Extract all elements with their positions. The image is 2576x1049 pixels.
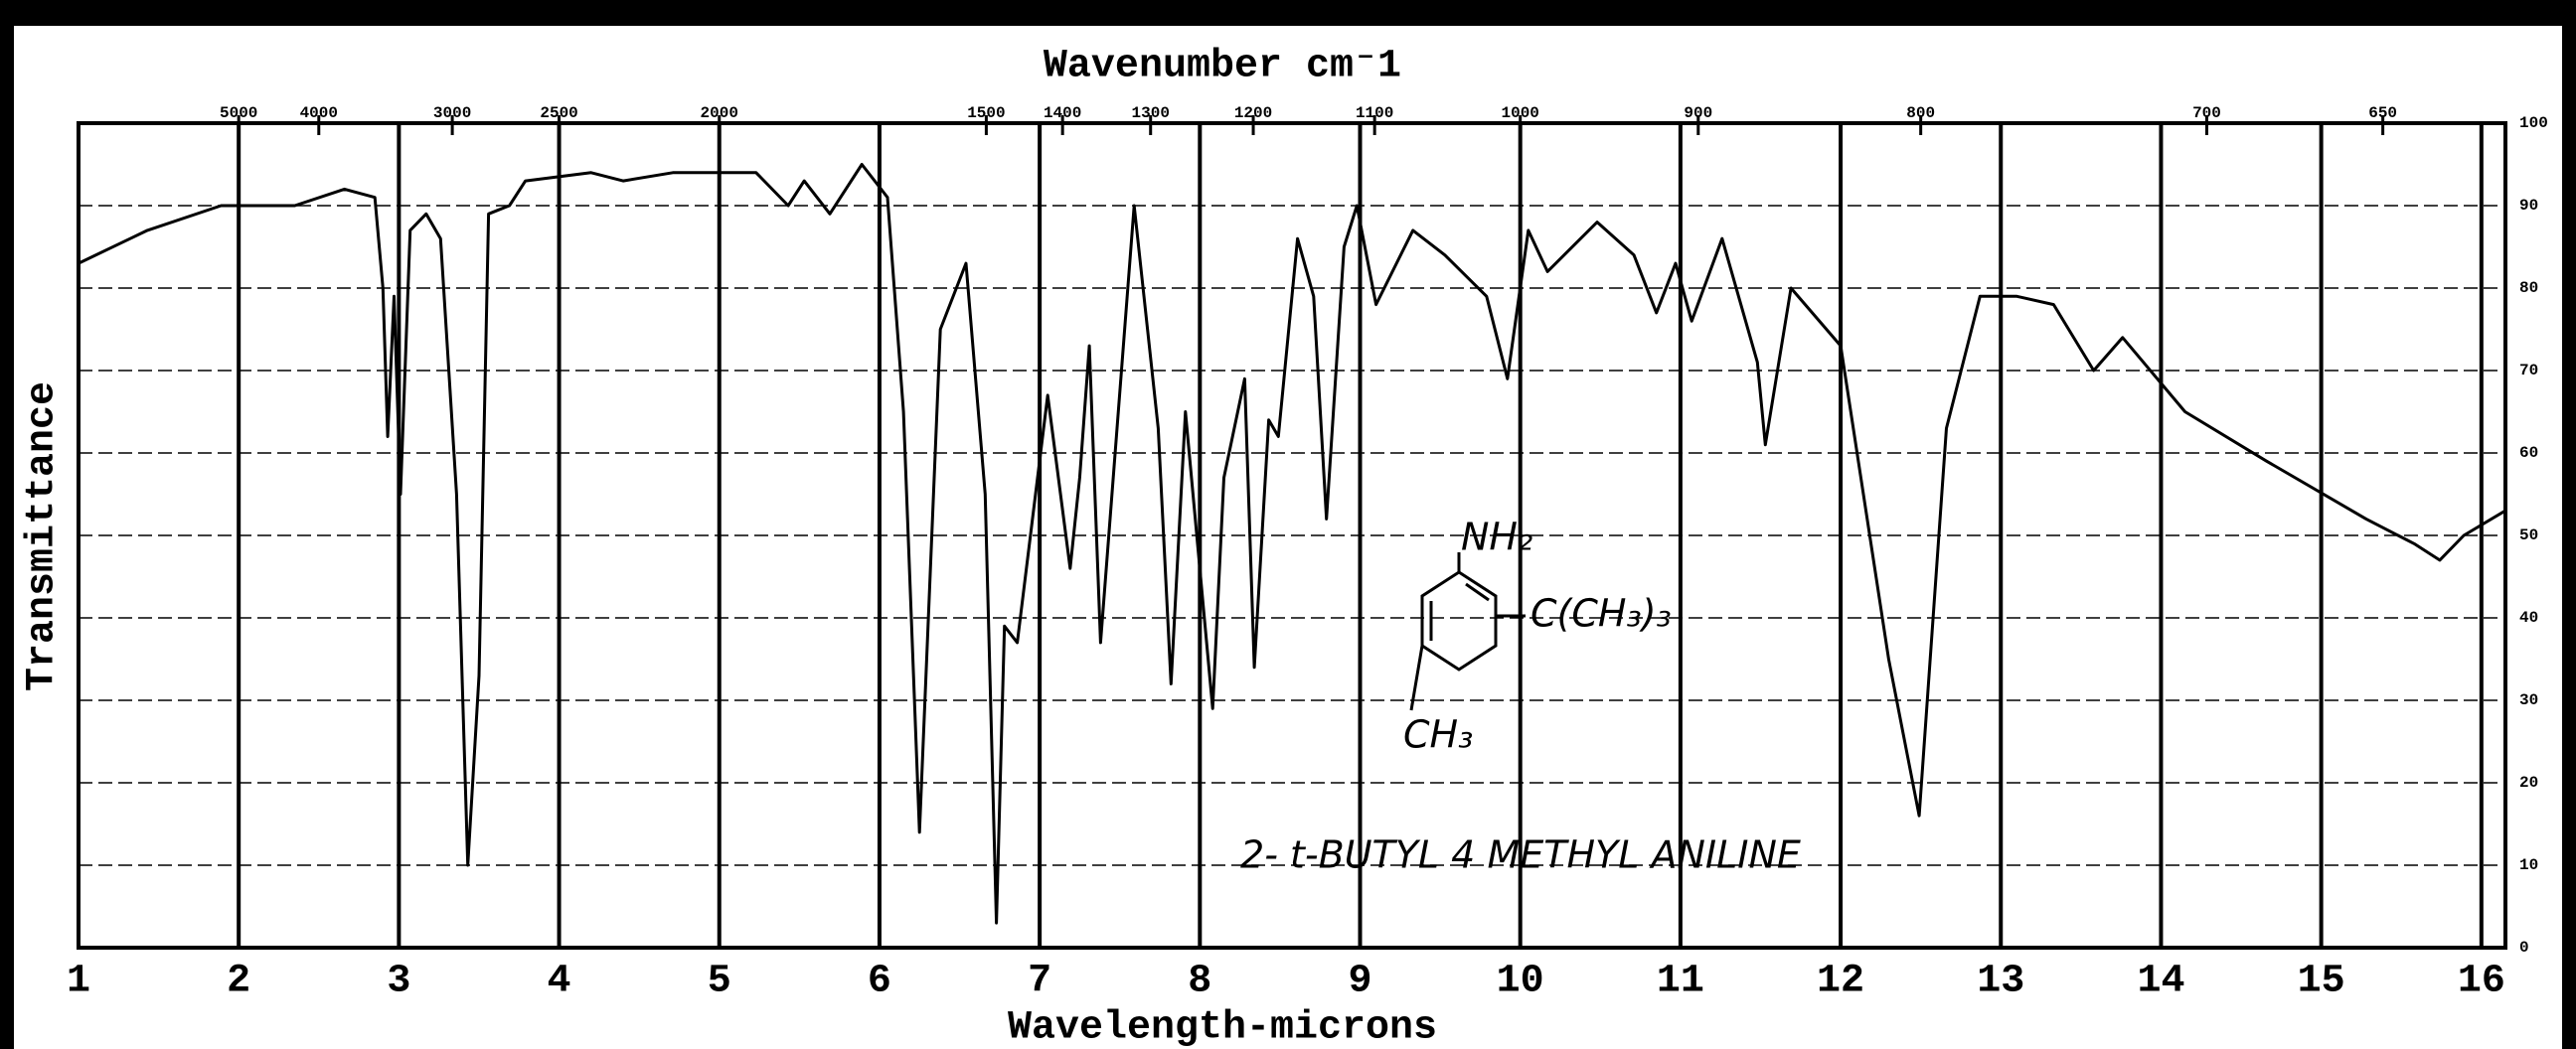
top-tick-label: 1000 bbox=[1501, 104, 1538, 122]
y-tick-label: 20 bbox=[2519, 774, 2538, 792]
top-tick-label: 2000 bbox=[701, 104, 738, 122]
y-tick-label: 0 bbox=[2519, 939, 2529, 957]
y-tick-label: 80 bbox=[2519, 279, 2538, 297]
top-tick-label: 1500 bbox=[967, 104, 1005, 122]
spectrum-line bbox=[78, 163, 2506, 925]
x-tick-label: 9 bbox=[1348, 960, 1371, 1004]
top-tick-label: 650 bbox=[2368, 104, 2397, 122]
structure-label: NH₂ bbox=[1461, 516, 1532, 559]
x-tick-label: 5 bbox=[708, 960, 731, 1004]
paper bbox=[14, 26, 2562, 1049]
y-tick-label: 40 bbox=[2519, 609, 2538, 627]
structure-label: C(CH₃)₃ bbox=[1530, 592, 1672, 636]
x-tick-label: 2 bbox=[227, 960, 250, 1004]
top-tick-label: 5000 bbox=[220, 104, 257, 122]
y-tick-label: 50 bbox=[2519, 526, 2538, 544]
x-tick-label: 15 bbox=[2298, 960, 2345, 1004]
x-tick-label: 10 bbox=[1497, 960, 1544, 1004]
benzene-ring bbox=[1420, 570, 1498, 672]
y-tick-label: 60 bbox=[2519, 444, 2538, 462]
top-tick-label: 1200 bbox=[1234, 104, 1272, 122]
x-tick-label: 14 bbox=[2137, 960, 2184, 1004]
bond bbox=[1409, 645, 1424, 711]
top-tick-label: 3000 bbox=[433, 104, 471, 122]
y-tick-label: 90 bbox=[2519, 197, 2538, 215]
x-tick-label: 16 bbox=[2458, 960, 2505, 1004]
x-tick-label: 6 bbox=[868, 960, 891, 1004]
top-tick-label: 800 bbox=[1906, 104, 1935, 122]
ring-bond bbox=[1465, 582, 1490, 602]
y-tick-label: 10 bbox=[2519, 856, 2538, 874]
structure bbox=[1409, 552, 1526, 711]
chart-title: Wavenumber cm⁻1 bbox=[1044, 45, 1401, 89]
y-tick-label: 30 bbox=[2519, 691, 2538, 709]
top-tick-label: 4000 bbox=[300, 104, 338, 122]
annotation: 2- t-BUTYL 4 METHYL ANILINE bbox=[1240, 833, 1801, 877]
structure-label: CH₃ bbox=[1403, 713, 1473, 757]
x-tick-label: 8 bbox=[1188, 960, 1211, 1004]
x-axis-label: Wavelength-microns bbox=[1008, 1006, 1437, 1049]
top-tick-label: 1100 bbox=[1356, 104, 1393, 122]
top-tick-label: 900 bbox=[1684, 104, 1712, 122]
x-tick-label: 7 bbox=[1028, 960, 1051, 1004]
x-tick-label: 4 bbox=[548, 960, 571, 1004]
y-axis-label: Transmittance bbox=[21, 381, 66, 691]
top-tick-label: 2500 bbox=[540, 104, 577, 122]
x-tick-label: 3 bbox=[387, 960, 410, 1004]
top-tick-label: 700 bbox=[2192, 104, 2221, 122]
top-tick-label: 1300 bbox=[1132, 104, 1170, 122]
y-tick-label: 70 bbox=[2519, 362, 2538, 379]
top-tick-label: 1400 bbox=[1044, 104, 1081, 122]
y-tick-label: 100 bbox=[2519, 114, 2548, 132]
x-tick-label: 13 bbox=[1977, 960, 2024, 1004]
x-tick-label: 1 bbox=[67, 960, 90, 1004]
x-tick-label: 11 bbox=[1657, 960, 1704, 1004]
x-tick-label: 12 bbox=[1817, 960, 1864, 1004]
